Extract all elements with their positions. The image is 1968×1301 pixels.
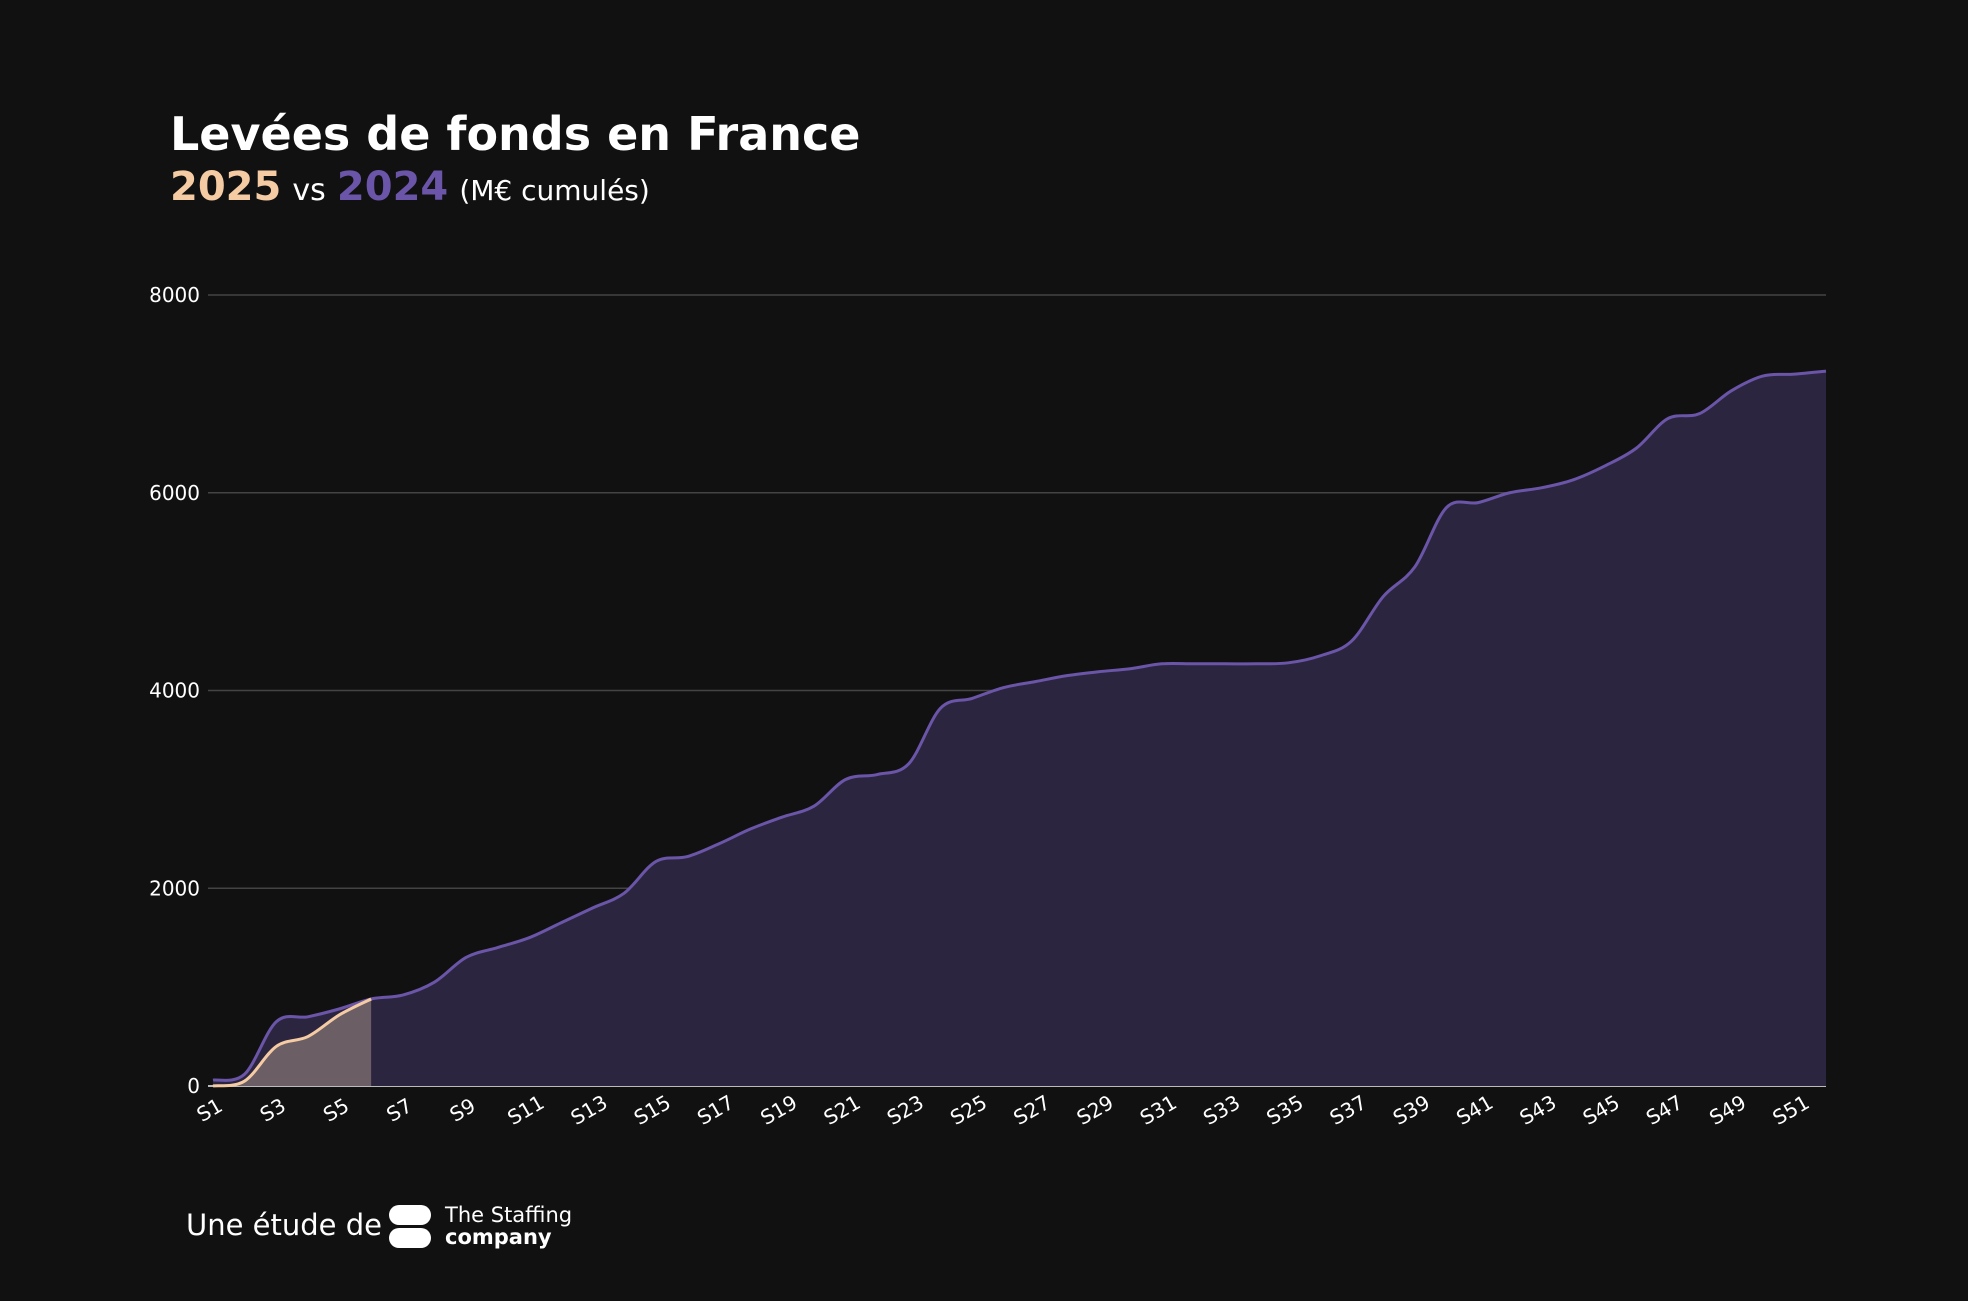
- x-tick-label: S49: [1705, 1090, 1750, 1130]
- legend-2025: 2025: [170, 164, 281, 210]
- logo: [389, 1205, 431, 1248]
- x-tick-label: S27: [1009, 1090, 1054, 1130]
- logo-text: company: [445, 1225, 552, 1249]
- x-tick-label: S3: [256, 1093, 290, 1126]
- subtitle-unit: (M€ cumulés): [459, 174, 649, 207]
- logo-shape: [389, 1228, 431, 1248]
- x-tick-label: S1: [192, 1093, 226, 1126]
- x-tick-label: S39: [1389, 1090, 1434, 1130]
- logo-text: The Staffing: [444, 1203, 572, 1227]
- x-tick-label: S41: [1452, 1090, 1497, 1130]
- x-tick-label: S43: [1515, 1090, 1560, 1130]
- x-tick-label: S29: [1073, 1090, 1118, 1130]
- x-tick-label: S15: [630, 1090, 675, 1130]
- x-tick-label: S51: [1768, 1090, 1813, 1130]
- x-tick-label: S35: [1262, 1090, 1307, 1130]
- y-tick-label: 4000: [149, 679, 200, 703]
- x-tick-label: S37: [1326, 1090, 1371, 1130]
- y-tick-label: 2000: [149, 876, 200, 900]
- logo-shape: [389, 1205, 431, 1225]
- x-tick-label: S9: [446, 1093, 480, 1126]
- line: [212, 369, 1827, 1082]
- x-tick-label: S47: [1642, 1090, 1687, 1130]
- x-tick-label: S25: [946, 1090, 991, 1130]
- subtitle-vs: vs: [292, 173, 325, 208]
- x-tick-label: S45: [1579, 1090, 1624, 1130]
- line: [212, 997, 372, 1088]
- area: [213, 371, 1826, 1086]
- x-tick-label: S7: [382, 1093, 416, 1126]
- x-tick-label: S19: [756, 1090, 801, 1130]
- x-tick-label: S13: [567, 1090, 612, 1130]
- y-tick-label: 6000: [149, 481, 200, 505]
- y-tick-label: 0: [187, 1074, 200, 1098]
- chart-subtitle: 2025 vs 2024 (M€ cumulés): [170, 164, 650, 210]
- x-tick-label: S5: [319, 1093, 353, 1126]
- legend-2024: 2024: [337, 164, 448, 210]
- chart-title: Levées de fonds en France: [170, 107, 861, 161]
- footer-text: Une étude de: [186, 1208, 382, 1242]
- x-tick-label: S21: [820, 1090, 865, 1130]
- x-tick-label: S23: [883, 1090, 928, 1130]
- x-tick-label: S31: [1136, 1090, 1181, 1130]
- x-tick-label: S33: [1199, 1090, 1244, 1130]
- x-tick-label: S11: [503, 1090, 548, 1130]
- y-tick-label: 8000: [149, 283, 200, 307]
- x-tick-label: S17: [693, 1090, 738, 1130]
